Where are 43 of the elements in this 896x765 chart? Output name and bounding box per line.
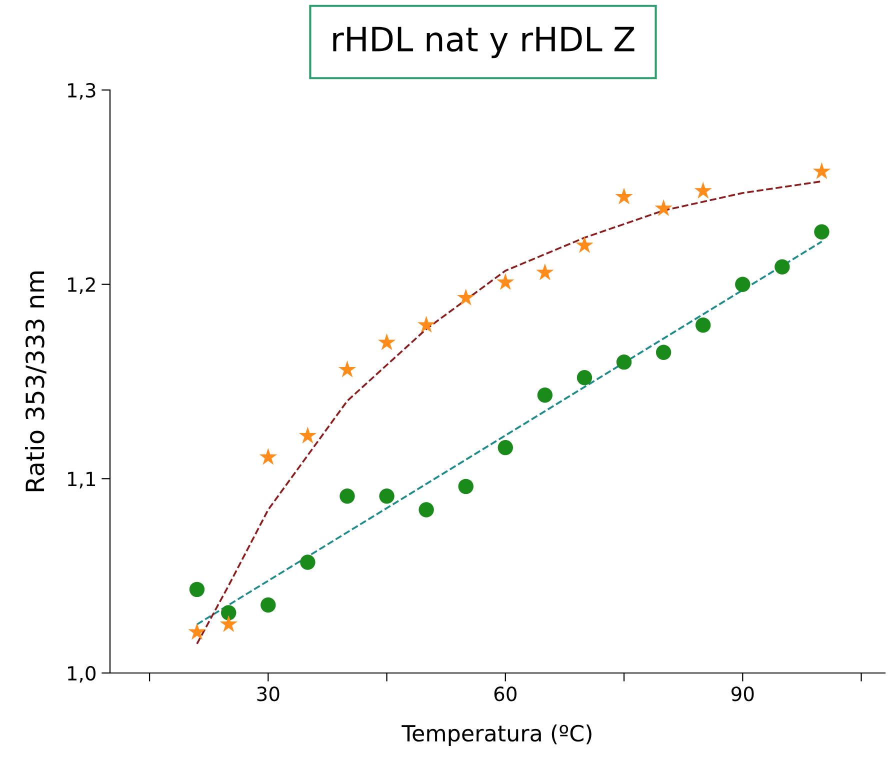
point [188, 622, 206, 640]
point [576, 236, 594, 254]
point [654, 199, 672, 216]
x-axis-title: Temperatura (ºC) [402, 724, 592, 746]
point [189, 582, 205, 598]
point [298, 426, 317, 444]
point [220, 615, 238, 632]
point [458, 478, 474, 494]
y-tick-label: 1,0 [68, 666, 96, 683]
line-series [196, 180, 823, 645]
point [259, 448, 278, 465]
point [338, 360, 356, 378]
point [340, 488, 355, 504]
point [694, 182, 712, 199]
point [378, 333, 396, 350]
x-tick-label: 60 [494, 686, 516, 702]
point [774, 259, 790, 274]
point [696, 318, 711, 333]
point [735, 276, 750, 292]
point [814, 224, 830, 240]
y-tick-label: 1,1 [68, 472, 96, 488]
x-tick-label: 30 [257, 686, 280, 702]
point [457, 288, 475, 306]
point [260, 597, 276, 613]
point [537, 387, 553, 403]
x-tick-label: 90 [732, 686, 754, 702]
point [496, 273, 514, 290]
y-tick-label: 1,3 [68, 82, 96, 100]
point [536, 263, 554, 280]
point [656, 344, 672, 360]
point [300, 554, 316, 570]
point [418, 502, 434, 518]
point [615, 188, 633, 204]
y-axis-title: Ratio 353/333 nm [25, 272, 46, 492]
point [417, 316, 436, 333]
chart-title: rHDL nat y rHDL Z [333, 26, 634, 58]
point [576, 370, 592, 386]
point [616, 354, 632, 370]
point [812, 162, 831, 180]
y-tick-label: 1,2 [68, 277, 95, 294]
point [379, 488, 394, 504]
point [498, 440, 514, 456]
point [221, 605, 236, 620]
